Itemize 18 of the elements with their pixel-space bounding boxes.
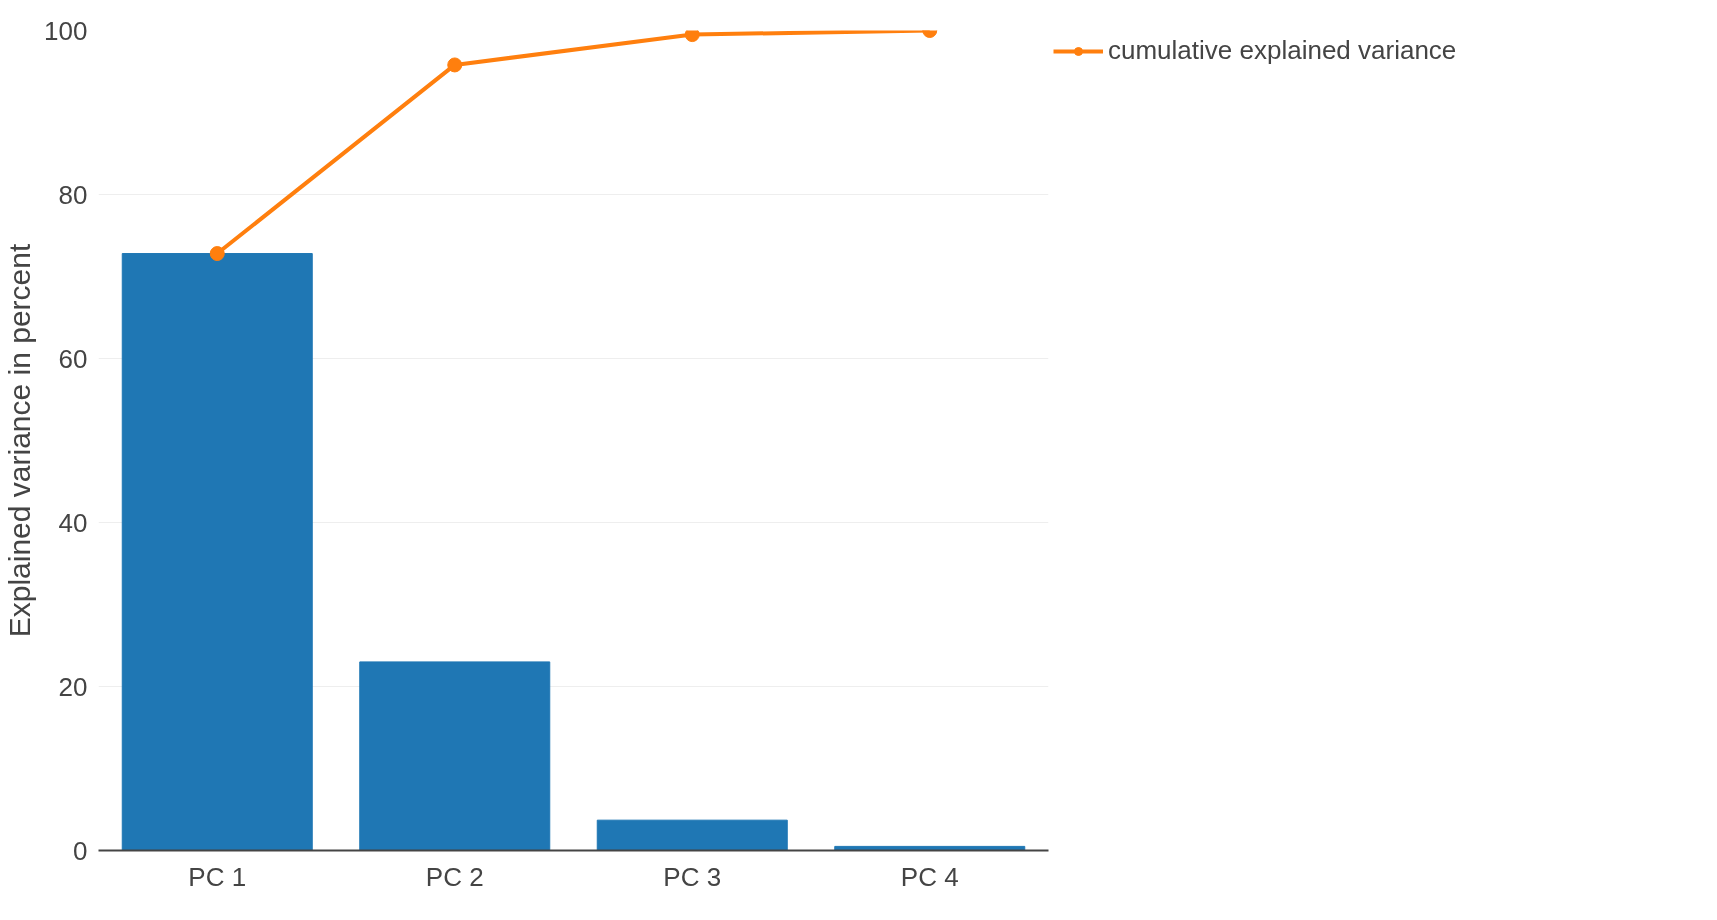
y-tick-label: 20 [58, 671, 88, 702]
x-tick-label: PC 4 [900, 861, 959, 892]
x-tick-label: PC 2 [425, 861, 484, 892]
bar [121, 253, 313, 851]
x-tick-label: PC 3 [663, 861, 722, 892]
y-tick-label: 60 [58, 343, 88, 374]
point [447, 57, 463, 73]
y-tick-label: 0 [73, 835, 88, 866]
point [209, 246, 225, 262]
y-tick-label: 40 [58, 507, 88, 538]
bar [596, 819, 788, 851]
bar [359, 661, 551, 851]
x-tick-label: PC 1 [188, 861, 247, 892]
y-tick-label: 100 [44, 15, 88, 46]
y-tick-label: 80 [58, 179, 88, 210]
legend-label: cumulative explained variance [1108, 35, 1457, 66]
y-axis-title: Explained variance in percent [3, 243, 37, 638]
point [684, 30, 700, 43]
